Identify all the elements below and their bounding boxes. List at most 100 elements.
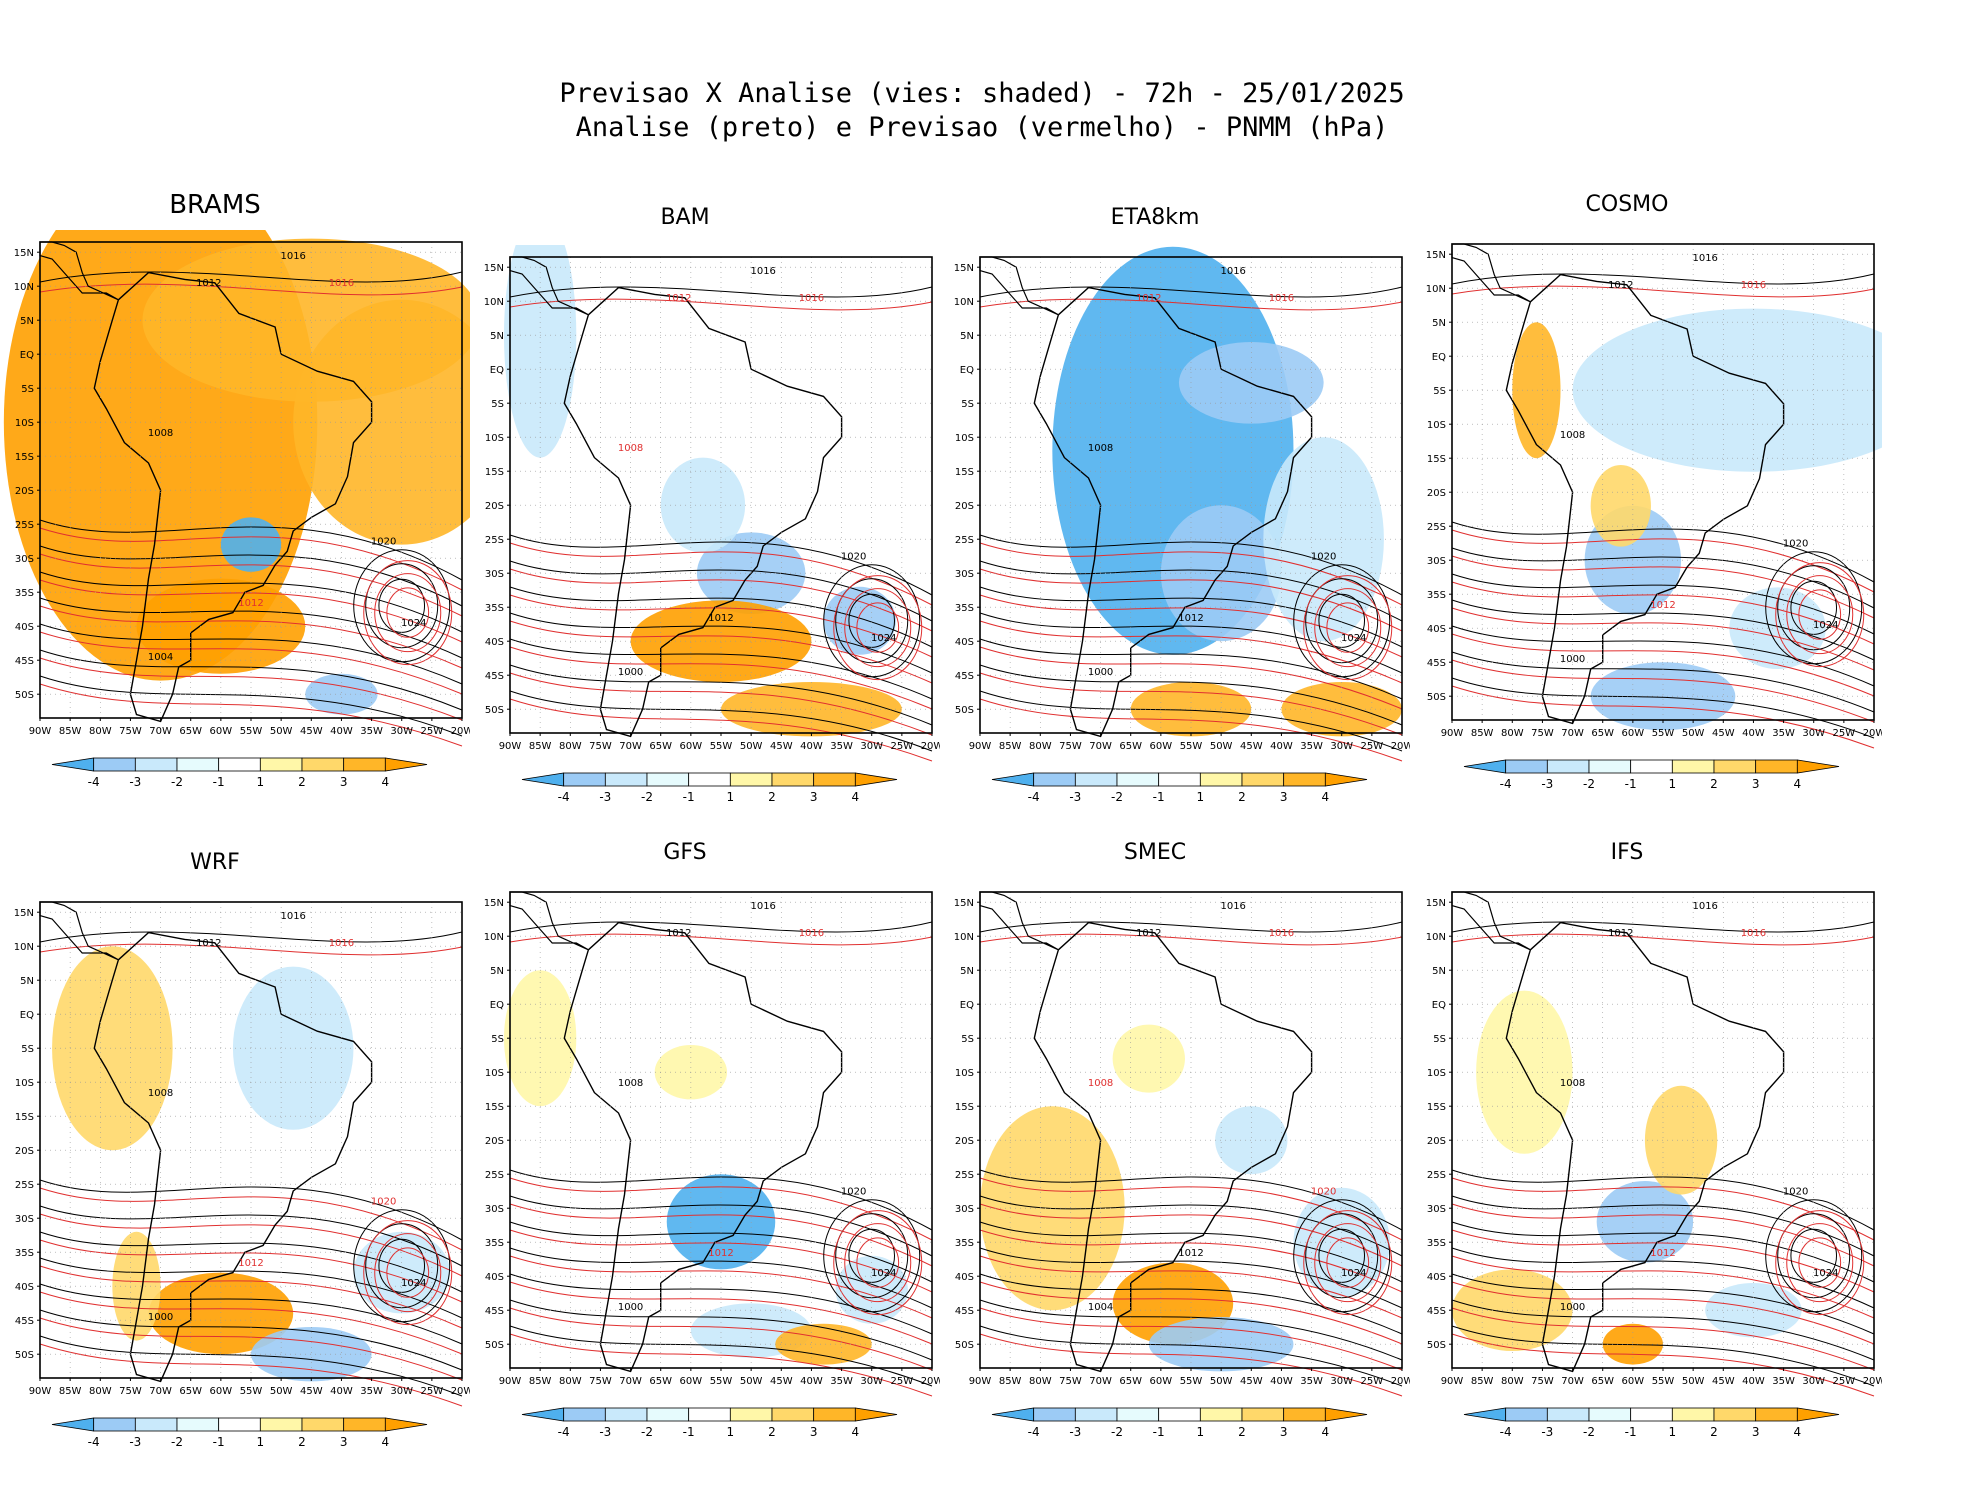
lat-tick-label: 40S [15,622,34,633]
lon-tick-label: 70W [1089,1376,1112,1387]
forecast-isobar [509,698,933,762]
lon-tick-label: 60W [210,726,233,737]
colorbar-tick-label: 2 [298,775,306,789]
isobar-value-label: 1016 [280,251,305,262]
colorbar-segment [1199,1407,1243,1422]
colorbar-segment [729,1407,773,1422]
lat-tick-label: 40S [955,1272,974,1283]
lon-tick-label: 75W [1531,728,1554,739]
isobar-value-label: 1000 [618,1302,643,1313]
colorbar-tick-label: -2 [641,790,653,804]
isobar-value-label: 1024 [401,618,426,629]
lat-tick-label: 15S [15,1112,34,1123]
lon-tick-label: 25W [1833,1376,1856,1387]
colorbar-tick-label: -2 [1111,1425,1123,1439]
lon-tick-label: 80W [1501,1376,1524,1387]
lon-tick-label: 40W [800,741,823,752]
colorbar-min-arrow [991,1407,1035,1422]
colorbar-tick-label: 2 [768,790,776,804]
isobars [509,921,933,1397]
colorbar-tick-label: 2 [298,1435,306,1449]
lon-tick-label: 65W [649,1376,672,1387]
lat-tick-label: 15S [955,467,974,478]
lon-tick-label: 55W [1652,728,1675,739]
colorbar-segment [343,1417,386,1432]
analysis-isobar [979,612,1403,674]
colorbar-tick-label: 3 [1752,1425,1760,1439]
colorbar-segment [1630,1407,1673,1422]
forecast-isobar [1451,933,1875,946]
lon-tick-label: 45W [770,741,793,752]
forecast-isobar [1798,589,1842,640]
colorbar-tick-label: -2 [1583,1425,1595,1439]
forecast-isobar [509,646,933,710]
isobar-value-label: 1012 [238,1258,263,1269]
forecast-isobar [979,298,1403,311]
lon-tick-label: 75W [589,1376,612,1387]
lon-tick-label: 45W [1712,1376,1735,1387]
colorbar-tick-label: 1 [1669,1425,1677,1439]
colorbar-segment [1241,1407,1285,1422]
lon-tick-label: 40W [330,1386,353,1397]
lat-tick-label: 25S [15,520,34,531]
colorbar-tick-label: -4 [1028,1425,1040,1439]
colorbar-segment [1588,759,1632,774]
graticule [40,902,462,1378]
analysis-isobar [979,921,1403,933]
panel-title: IFS [1610,840,1644,865]
colorbar-min-arrow [1463,759,1507,774]
forecast-isobar [1451,659,1875,723]
isobar-value-label: 1012 [1136,293,1161,304]
analysis-isobar [1451,625,1875,687]
lon-tick-label: 25W [1833,728,1856,739]
lat-tick-label: 10S [955,433,974,444]
lat-tick-label: 20S [1427,488,1446,499]
isobar-value-label: 1012 [1650,1248,1675,1259]
lat-tick-label: 5N [20,316,34,327]
colorbar-segment [1588,1407,1632,1422]
forecast-isobar [39,605,463,669]
forecast-isobar [979,646,1403,710]
lon-tick-label: 80W [559,741,582,752]
colorbar-tick-label: 1 [727,1425,735,1439]
colorbar-tick-label: 1 [1669,777,1677,791]
analysis-isobar [979,1195,1403,1257]
map-eta8km: 15N 10N 5N EQ 5S 10S 15S 20S 25S 30S 35S 40S 45S 50S 9… [954,246,1410,762]
lon-tick-label: 20W [921,1376,940,1387]
lon-tick-label: 40W [800,1376,823,1387]
analysis-isobar [39,1205,463,1267]
lon-tick-label: 75W [589,741,612,752]
forecast-isobar [856,602,900,653]
lon-tick-label: 50W [270,726,293,737]
lat-tick-label: EQ [490,365,504,376]
lat-tick-label: 50S [955,1340,974,1351]
lon-tick-label: 60W [210,1386,233,1397]
lon-tick-label: 60W [680,1376,703,1387]
analysis-isobar [1451,921,1875,933]
colorbar-tick-label: 3 [1752,777,1760,791]
lon-tick-label: 20W [1863,1376,1882,1387]
panel-title: ETA8km [1110,205,1200,230]
forecast-isobar [979,568,1403,632]
lon-tick-label: 35W [1772,728,1795,739]
lon-tick-label: 90W [969,1376,992,1387]
isobars [39,931,463,1407]
isobar-value-label: 1012 [1136,928,1161,939]
isobar-value-label: 1008 [618,443,643,454]
colorbar-segment [93,757,136,772]
lon-tick-label: 65W [179,1386,202,1397]
colorbar-tick-label: -4 [1500,777,1512,791]
analysis-isobar [509,638,933,700]
panel-eta8km: ETA8km 15N 10N 5N EQ 5S 10S 15S 20S 25S 30S 35S 40S… [940,205,1410,845]
isobar-value-label: 1008 [1088,1078,1113,1089]
lat-tick-label: 10N [14,942,34,953]
forecast-isobar [1451,581,1875,645]
lon-tick-label: 80W [1029,1376,1052,1387]
colorbar-tick-label: -3 [1541,1425,1553,1439]
lon-tick-label: 30W [1802,728,1825,739]
isobar-value-label: 1008 [1088,443,1113,454]
colorbar-segment [134,757,178,772]
lat-tick-label: 35S [485,1238,504,1249]
forecast-isobar [833,1210,923,1316]
analysis-isobar [509,560,933,622]
